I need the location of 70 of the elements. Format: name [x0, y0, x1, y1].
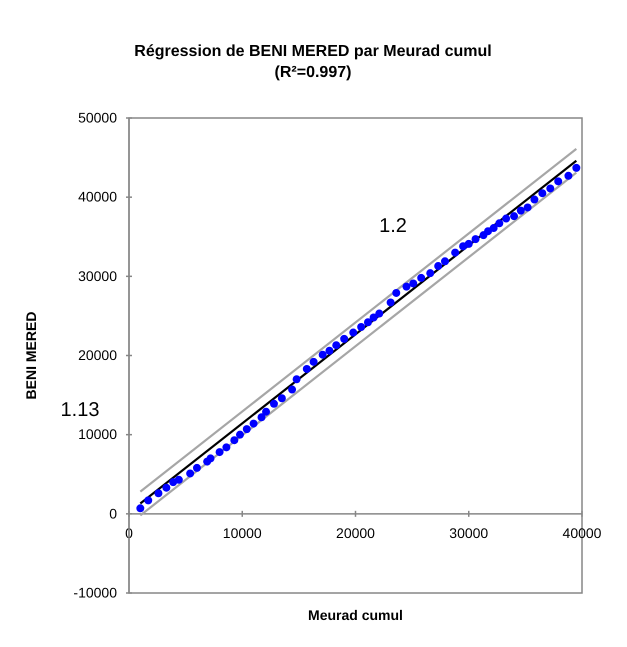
y-tick-label: 20000: [78, 346, 118, 363]
point: [302, 364, 311, 373]
y-tick-label: 30000: [78, 268, 118, 284]
y-tick-label: 40000: [78, 188, 118, 205]
point: [546, 184, 554, 192]
point: [554, 177, 562, 186]
x-tick-label: 20000: [336, 524, 376, 541]
y-axis-title: BENI MERED: [23, 312, 39, 400]
point: [186, 469, 194, 478]
point: [472, 235, 480, 244]
point: [162, 484, 170, 492]
point: [434, 262, 442, 270]
y-tick-label: 10000: [78, 426, 118, 442]
point: [402, 282, 410, 291]
point: [426, 269, 434, 278]
point: [516, 206, 525, 215]
point: [250, 420, 258, 428]
annotation: 1.2: [379, 215, 407, 237]
point: [318, 350, 327, 359]
point: [340, 334, 348, 343]
point: [530, 196, 538, 204]
point: [262, 408, 270, 416]
point: [136, 504, 144, 512]
point: [357, 323, 366, 331]
point: [222, 443, 230, 452]
point: [538, 189, 546, 198]
y-tick-label: -10000: [73, 584, 118, 600]
x-tick-label: 10000: [222, 524, 262, 541]
point: [270, 400, 278, 408]
point: [386, 298, 395, 306]
point: [278, 394, 286, 402]
point: [349, 328, 358, 337]
point: [495, 219, 504, 228]
point: [392, 288, 400, 297]
y-tick-label: 0: [109, 505, 118, 522]
chart-title: Régression de BENI MERED par Meurad cumul (R²=0.997): [134, 43, 492, 81]
point: [332, 341, 340, 350]
point: [154, 489, 162, 498]
x-axis-title: Meurad cumul: [308, 607, 403, 623]
point: [502, 214, 510, 223]
point: [236, 430, 244, 439]
point: [144, 496, 152, 504]
point: [572, 164, 580, 172]
point: [192, 464, 201, 472]
point: [370, 314, 378, 322]
point: [174, 476, 183, 484]
x-tick-label: 40000: [562, 524, 602, 541]
point: [206, 454, 215, 462]
x-tick-label: 30000: [449, 524, 488, 541]
point: [524, 203, 532, 212]
y-tick-label: 50000: [78, 109, 118, 126]
point: [325, 346, 334, 355]
point: [364, 318, 372, 326]
point: [451, 248, 460, 257]
point: [409, 279, 418, 288]
point: [310, 358, 318, 366]
point: [258, 413, 266, 422]
point: [242, 425, 251, 434]
point: [564, 172, 572, 180]
point: [510, 212, 518, 220]
point: [288, 386, 296, 394]
point: [464, 240, 473, 248]
point: [292, 375, 301, 384]
point: [490, 224, 498, 232]
point: [417, 274, 426, 282]
point: [375, 310, 384, 318]
point: [230, 436, 238, 444]
point: [216, 448, 224, 456]
point: [440, 257, 449, 266]
text: 1.13: [60, 399, 100, 421]
